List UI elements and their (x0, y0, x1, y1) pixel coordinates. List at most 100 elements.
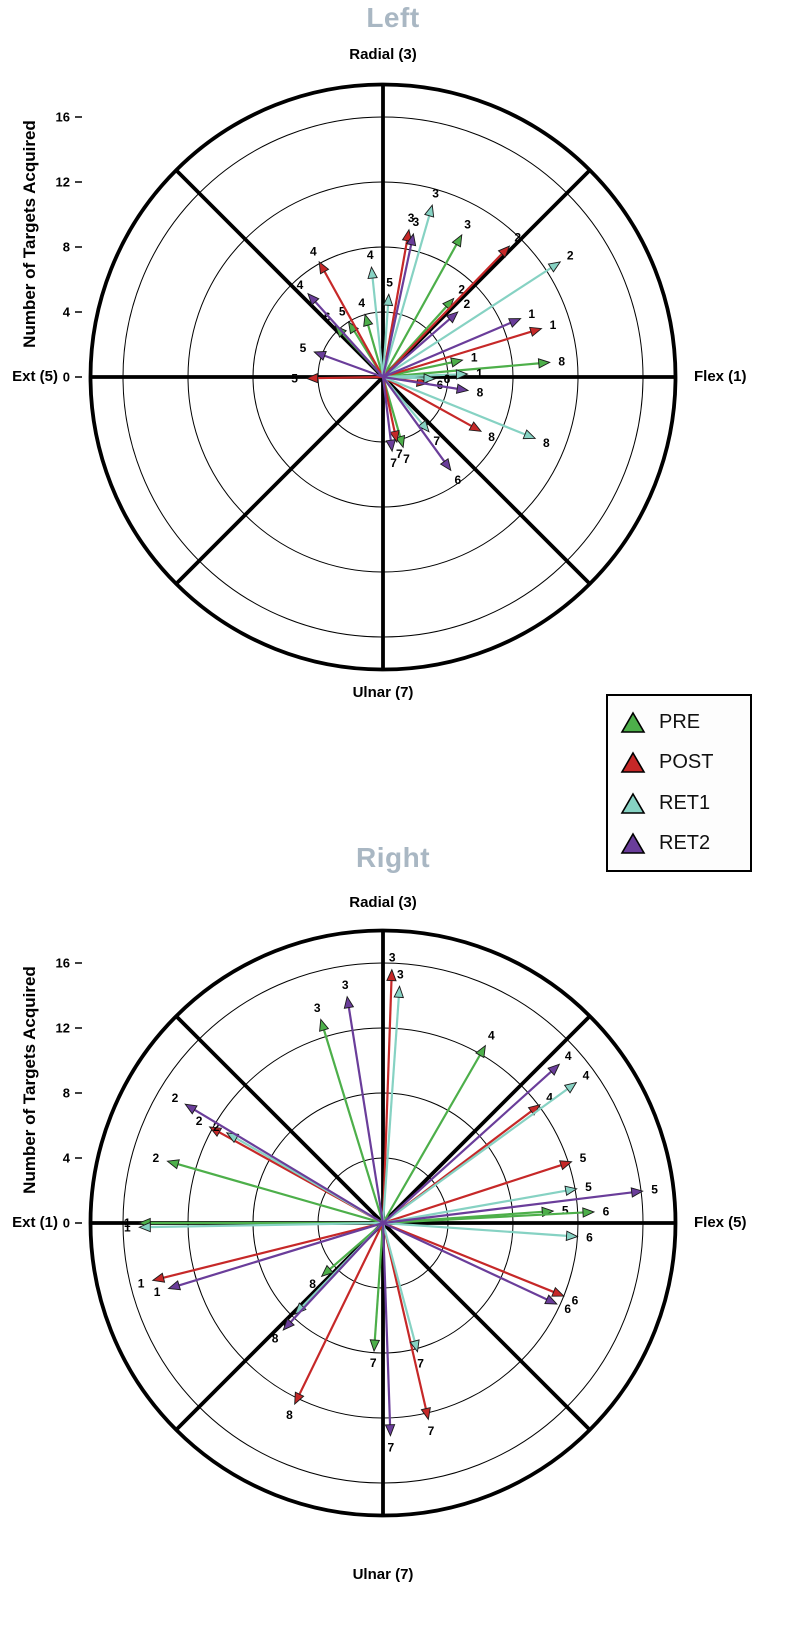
svg-text:8: 8 (543, 436, 550, 450)
svg-text:6: 6 (603, 1204, 610, 1218)
svg-text:4: 4 (310, 244, 317, 258)
svg-text:1: 1 (124, 1220, 131, 1234)
svg-text:2: 2 (172, 1091, 179, 1105)
svg-text:3: 3 (342, 978, 349, 992)
legend-label-ret1: RET1 (659, 791, 711, 814)
svg-text:1: 1 (476, 367, 483, 381)
svg-text:12: 12 (56, 175, 70, 190)
svg-text:2: 2 (196, 1114, 203, 1128)
svg-text:4: 4 (63, 1151, 71, 1166)
right-axis-ulnar-label: Ulnar (7) (352, 1566, 414, 1583)
svg-text:2: 2 (464, 297, 471, 311)
svg-text:4: 4 (63, 305, 71, 320)
svg-text:3: 3 (464, 217, 471, 231)
left-axis-flex-label: Flex (1) (694, 368, 747, 385)
svg-text:5: 5 (562, 1203, 569, 1217)
svg-text:4: 4 (546, 1090, 553, 1104)
svg-text:7: 7 (396, 447, 403, 461)
post-triangle-icon (620, 751, 646, 774)
svg-text:2: 2 (458, 283, 465, 297)
svg-text:4: 4 (583, 1069, 590, 1083)
svg-text:3: 3 (432, 187, 439, 201)
svg-text:1: 1 (154, 1285, 161, 1299)
svg-text:7: 7 (417, 1356, 424, 1370)
svg-text:0: 0 (63, 1216, 70, 1231)
svg-text:1: 1 (471, 351, 478, 365)
svg-text:8: 8 (272, 1332, 279, 1346)
left-axis-ulnar-label: Ulnar (7) (352, 684, 414, 701)
svg-text:3: 3 (408, 211, 415, 225)
ret1-triangle-shape (620, 792, 646, 814)
right-axis-flex-label: Flex (5) (694, 1214, 747, 1231)
svg-text:6: 6 (444, 372, 451, 386)
legend-item-ret1: RET1 (620, 785, 750, 821)
svg-text:8: 8 (309, 1277, 316, 1291)
svg-text:6: 6 (564, 1302, 571, 1316)
pre-triangle-icon (620, 711, 646, 733)
svg-text:4: 4 (565, 1049, 572, 1063)
svg-text:7: 7 (403, 452, 410, 466)
svg-text:2: 2 (213, 1120, 220, 1134)
right-plot-title: Right (355, 842, 431, 873)
pre-triangle-shape (620, 711, 646, 733)
svg-text:8: 8 (558, 354, 565, 368)
svg-text:8: 8 (488, 430, 495, 444)
svg-text:4: 4 (297, 278, 304, 292)
left-axis-ext-label: Ext (5) (12, 368, 58, 385)
svg-text:5: 5 (291, 372, 298, 386)
legend: PRE POST RET1 RET2 (606, 694, 752, 872)
svg-text:4: 4 (488, 1028, 495, 1042)
svg-text:2: 2 (567, 248, 574, 262)
svg-text:7: 7 (370, 1356, 377, 1370)
left-y-axis-label: Number of Targets Acquired (20, 120, 39, 348)
svg-text:2: 2 (514, 230, 521, 244)
legend-item-post: POST (620, 745, 750, 781)
svg-text:5: 5 (580, 1151, 587, 1165)
svg-text:3: 3 (314, 1001, 321, 1015)
right-y-axis-label: Number of Targets Acquired (20, 966, 39, 1194)
right-axis-ext-label: Ext (1) (12, 1214, 58, 1231)
svg-text:3: 3 (413, 215, 420, 229)
svg-text:1: 1 (138, 1276, 145, 1290)
svg-text:2: 2 (153, 1151, 160, 1165)
ret1-triangle-icon (620, 792, 646, 814)
left-plot-title: Left (366, 2, 420, 33)
svg-text:5: 5 (300, 341, 307, 355)
svg-text:1: 1 (124, 1216, 131, 1230)
left-axis-radial-label: Radial (3) (349, 46, 417, 63)
right-axis-radial-label: Radial (3) (349, 894, 417, 911)
svg-text:6: 6 (572, 1294, 579, 1308)
svg-text:7: 7 (388, 1441, 395, 1455)
svg-text:8: 8 (286, 1408, 293, 1422)
svg-text:0: 0 (63, 370, 70, 385)
svg-text:5: 5 (651, 1183, 658, 1197)
svg-text:4: 4 (367, 248, 374, 262)
svg-text:5: 5 (386, 275, 393, 289)
svg-text:8: 8 (63, 1086, 70, 1101)
legend-item-ret2: RET2 (620, 826, 750, 862)
legend-label-post: POST (659, 751, 714, 774)
post-triangle-shape (620, 751, 646, 774)
svg-text:16: 16 (56, 956, 70, 971)
svg-text:6: 6 (455, 473, 462, 487)
svg-text:3: 3 (397, 967, 404, 981)
legend-item-pre: PRE (620, 704, 750, 740)
svg-text:8: 8 (63, 240, 70, 255)
legend-label-pre: PRE (659, 710, 701, 733)
svg-text:6: 6 (324, 310, 331, 324)
svg-text:6: 6 (586, 1230, 593, 1244)
ret2-triangle-icon (620, 832, 646, 855)
svg-text:5: 5 (585, 1180, 592, 1194)
svg-text:16: 16 (56, 110, 70, 125)
svg-text:1: 1 (528, 307, 535, 321)
svg-text:4: 4 (358, 296, 365, 310)
svg-text:3: 3 (389, 951, 396, 965)
svg-text:1: 1 (550, 318, 557, 332)
svg-text:12: 12 (56, 1021, 70, 1036)
svg-text:7: 7 (390, 456, 397, 470)
svg-text:7: 7 (428, 1424, 435, 1438)
svg-text:7: 7 (433, 434, 440, 448)
svg-text:5: 5 (339, 305, 346, 319)
